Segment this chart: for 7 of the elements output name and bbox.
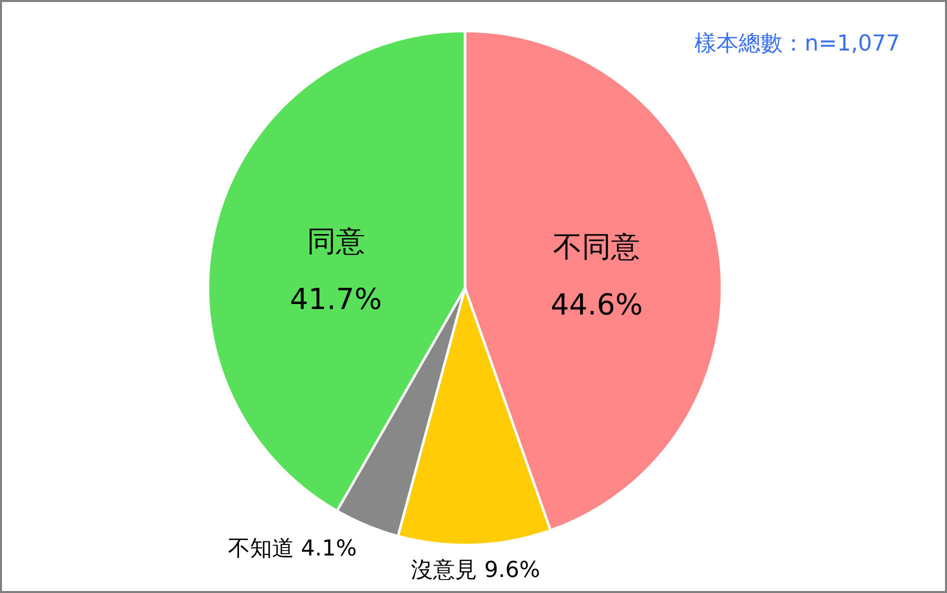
slice-label: 沒意見 9.6%: [411, 558, 540, 583]
slice-label: 不知道 4.1%: [228, 536, 357, 562]
text: 樣本總數：n=1,077: [694, 32, 900, 56]
data-label: 44.6%: [550, 288, 643, 322]
slice-label: 不同意: [553, 230, 640, 264]
slice-label: 同意: [306, 224, 365, 258]
data-label: 41.7%: [290, 282, 382, 316]
